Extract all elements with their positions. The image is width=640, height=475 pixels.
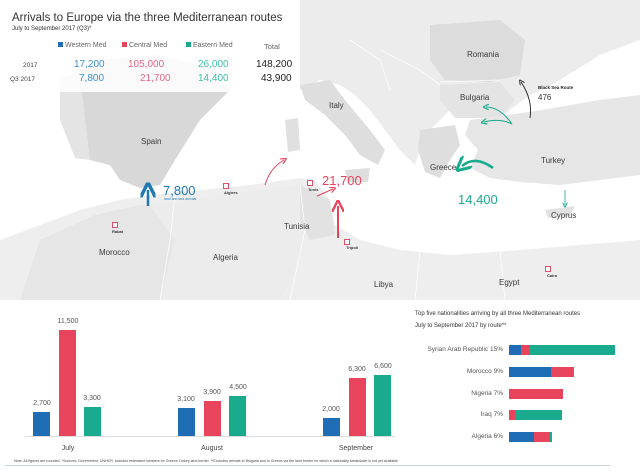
central-route-arrow-algeria-icon [264, 160, 284, 186]
black-sea-route-arrow-icon [521, 82, 532, 119]
city-marker-tripoli [344, 239, 350, 245]
nat-label-iraq: Iraq 7% [480, 411, 503, 418]
nat-seg-algeria-central [534, 432, 550, 442]
city-marker-algiers [223, 183, 229, 189]
nat-seg-algeria-eastern [550, 432, 552, 442]
bar-label-july-western: 2,700 [33, 400, 51, 407]
legend-total: Total [264, 42, 280, 51]
eastern-route-arrow-bulgaria-1-icon [486, 107, 513, 125]
bar-label-august-eastern: 4,500 [229, 384, 247, 391]
bar-august-eastern [229, 396, 246, 436]
nat-seg-iraq-eastern [515, 410, 562, 420]
value-q3-total: 43,900 [261, 73, 292, 84]
legend-swatch-eastern [186, 42, 191, 47]
page-subtitle: July to September 2017 (Q3)* [12, 26, 92, 32]
month-label-september: September [338, 445, 374, 452]
eastern-route-arrow-bulgaria-2-icon [484, 120, 513, 124]
city-label-rabat: Rabat [112, 229, 124, 234]
bar-august-western [178, 408, 195, 436]
nat-seg-iraq-central [509, 410, 515, 420]
country-label-bulgaria: Bulgaria [460, 93, 490, 102]
nat-seg-morocco-eastern [573, 367, 574, 377]
bar-september-central [349, 378, 366, 436]
bar-label-september-western: 2,000 [322, 406, 340, 413]
city-label-tripoli: Tripoli [346, 245, 358, 250]
nat-seg-syria-central [521, 345, 529, 355]
bar-label-august-central: 3,900 [203, 389, 221, 396]
western-route-value: 7,800 [163, 183, 196, 198]
bar-july-central [59, 330, 76, 436]
central-route-arrow-tunisia-icon [316, 189, 333, 197]
value-2017-central: 105,000 [128, 59, 165, 70]
city-label-tunis: Tunis [308, 187, 319, 192]
nat-label-morocco: Morocco 9% [466, 368, 503, 375]
page-title: Arrivals to Europe via the three Mediter… [12, 12, 283, 24]
bar-july-eastern [84, 407, 101, 436]
bar-july-western [33, 412, 50, 436]
bar-label-july-eastern: 3,300 [83, 395, 101, 402]
eastern-route-arrow-greece-icon [462, 161, 494, 168]
city-marker-cairo [545, 266, 551, 272]
route-arrows [0, 0, 640, 238]
row-label-2017: 2017 [23, 62, 38, 69]
city-label-algiers: Algiers [224, 190, 238, 195]
nat-seg-morocco-western [509, 367, 551, 377]
month-label-july: July [61, 445, 75, 452]
nationalities-title: Top five nationalities arriving by all t… [415, 311, 581, 317]
value-q3-western: 7,800 [79, 73, 105, 84]
legend-eastern-med: Eastern Med [186, 42, 233, 49]
country-label-libya: Libya [374, 280, 394, 289]
bar-label-august-western: 3,100 [177, 396, 195, 403]
city-marker-tunis [307, 180, 313, 186]
bar-label-september-eastern: 6,600 [374, 363, 392, 370]
nat-label-algeria: Algeria 6% [471, 433, 503, 440]
country-label-greece: Greece [430, 163, 457, 172]
value-2017-total: 148,200 [256, 59, 293, 70]
city-label-cairo: Cairo [547, 273, 558, 278]
bar-label-september-central: 6,300 [348, 366, 366, 373]
month-label-august: August [201, 445, 223, 452]
nat-seg-syria-eastern [529, 345, 615, 355]
country-label-turkey: Turkey [541, 156, 566, 165]
black-sea-route-title: Black Sea Route [538, 85, 574, 90]
bar-label-july-central: 11,500 [57, 318, 79, 325]
eastern-route-value: 14,400 [458, 192, 498, 207]
nationalities-subtitle: July to September 2017 by route** [415, 323, 507, 329]
nat-label-nigeria: Nigeria 7% [471, 390, 503, 397]
value-2017-eastern: 26,000 [198, 59, 229, 70]
nat-label-syria: Syrian Arab Republic 15% [427, 346, 503, 353]
central-route-value: 21,700 [322, 173, 362, 188]
value-q3-eastern: 14,400 [198, 73, 229, 84]
bar-september-western [323, 418, 340, 436]
row-label-q3-2017: Q3 2017 [10, 76, 35, 83]
nat-seg-nigeria-central [509, 389, 563, 399]
nat-seg-algeria-western [509, 432, 534, 442]
value-2017-western: 17,200 [74, 59, 105, 70]
legend-western-med: Western Med [58, 42, 107, 49]
country-label-spain: Spain [141, 137, 162, 146]
value-q3-central: 21,700 [140, 73, 171, 84]
western-route-sublabel: land and sea arrivals [164, 197, 197, 201]
footer-divider [5, 465, 610, 466]
city-marker-rabat [112, 222, 118, 228]
footer-note: Note: All figures are rounded. *Sources:… [14, 459, 398, 463]
nat-seg-morocco-central [551, 367, 573, 377]
country-label-tunisia: Tunisia [284, 222, 310, 231]
legend-central-med: Central Med [122, 42, 167, 49]
chart-baseline [25, 436, 395, 437]
black-sea-route-value: 476 [538, 93, 552, 102]
legend-swatch-central [122, 42, 127, 47]
nat-seg-syria-western [509, 345, 521, 355]
bar-september-eastern [374, 375, 391, 436]
country-label-italy: Italy [329, 101, 344, 110]
country-label-romania: Romania [467, 50, 500, 59]
legend-swatch-western [58, 42, 63, 47]
country-label-algeria: Algeria [213, 253, 238, 262]
bar-august-central [204, 401, 221, 436]
country-label-egypt: Egypt [499, 278, 520, 287]
country-label-morocco: Morocco [99, 248, 130, 257]
country-label-cyprus: Cyprus [551, 211, 577, 220]
summary-panel: Arrivals to Europe via the three Mediter… [0, 0, 300, 92]
